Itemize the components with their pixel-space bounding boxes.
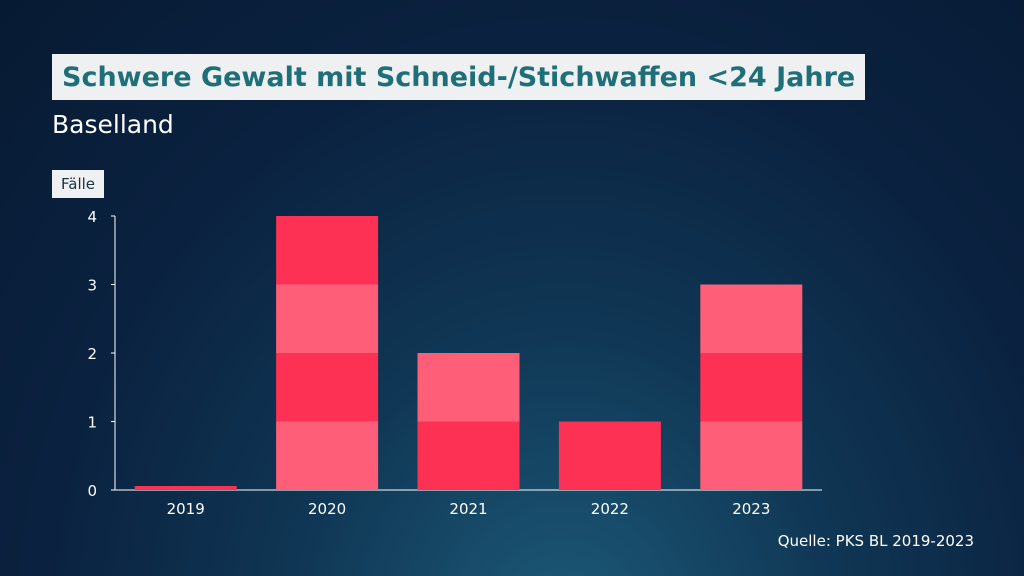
- x-tick-label: 2019: [167, 500, 205, 518]
- bar-segment: [700, 284, 803, 353]
- y-tick-label: 4: [87, 208, 97, 226]
- bar-2020: [276, 216, 379, 490]
- chart-title: Schwere Gewalt mit Schneid-/Stichwaffen …: [62, 61, 856, 93]
- unit-box: Fälle: [52, 170, 105, 198]
- x-tick-label: 2022: [591, 500, 629, 518]
- x-tick-label: 2023: [732, 500, 770, 518]
- y-tick-label: 2: [87, 345, 97, 363]
- bar-segment: [558, 421, 661, 490]
- x-tick-label: 2020: [308, 500, 346, 518]
- bar-segment: [276, 216, 379, 285]
- y-tick-label: 1: [87, 414, 97, 432]
- bar-2021: [417, 353, 520, 490]
- bar-2019: [134, 486, 237, 490]
- bar-segment: [276, 421, 379, 490]
- x-tick-label: 2021: [449, 500, 487, 518]
- y-tick-label: 0: [87, 482, 97, 500]
- bar-segment: [134, 486, 237, 490]
- bar-segment: [417, 353, 520, 422]
- bar-segment: [700, 353, 803, 422]
- bar-segment: [276, 284, 379, 353]
- source-note: Quelle: PKS BL 2019-2023: [777, 532, 974, 550]
- y-tick-label: 3: [87, 277, 97, 295]
- bar-2023: [700, 284, 803, 490]
- bar-segment: [276, 353, 379, 422]
- chart-subtitle: Baselland: [52, 110, 174, 139]
- bar-2022: [558, 421, 661, 490]
- y-unit-label: Fälle: [61, 175, 96, 193]
- bar-segment: [700, 421, 803, 490]
- bar-segment: [417, 421, 520, 490]
- title-box: Schwere Gewalt mit Schneid-/Stichwaffen …: [52, 54, 866, 100]
